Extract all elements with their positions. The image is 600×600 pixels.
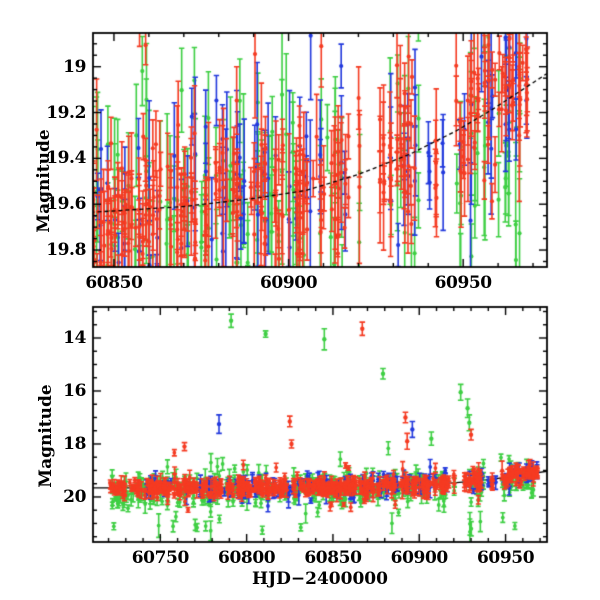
zoom-panel-y-tick-label: 19.8 xyxy=(46,240,86,261)
full-panel-x-tick-label: 60750 xyxy=(131,548,190,568)
full-panel-x-tick-label: 60800 xyxy=(218,548,276,568)
zoom-panel-y-tick-label: 19.2 xyxy=(46,102,86,123)
full-panel-y-tick-label: 20 xyxy=(63,486,86,507)
x-axis-title: HJD−2400000 xyxy=(252,569,388,589)
full-panel-x-tick-label: 60900 xyxy=(390,548,449,568)
zoom-panel-x-tick-label: 60900 xyxy=(259,273,318,293)
full-panel-y-tick-label: 14 xyxy=(63,327,86,348)
full-panel-x-tick-label: 60950 xyxy=(476,548,535,568)
zoom-panel-x-tick-label: 60850 xyxy=(85,273,143,293)
full-panel-y-tick-label: 16 xyxy=(63,380,86,401)
full-panel-y-tick-label: 18 xyxy=(63,433,86,454)
zoom-panel-x-tick-label: 60950 xyxy=(434,273,493,293)
full-panel-x-tick-label: 60850 xyxy=(304,548,362,568)
top-panel-y-axis-title: Magnitude xyxy=(34,129,54,233)
zoom-panel-y-tick-label: 19 xyxy=(63,56,86,77)
zoom-panel-y-tick-label: 19.4 xyxy=(46,148,86,169)
zoom-panel-y-tick-label: 19.6 xyxy=(46,194,86,215)
